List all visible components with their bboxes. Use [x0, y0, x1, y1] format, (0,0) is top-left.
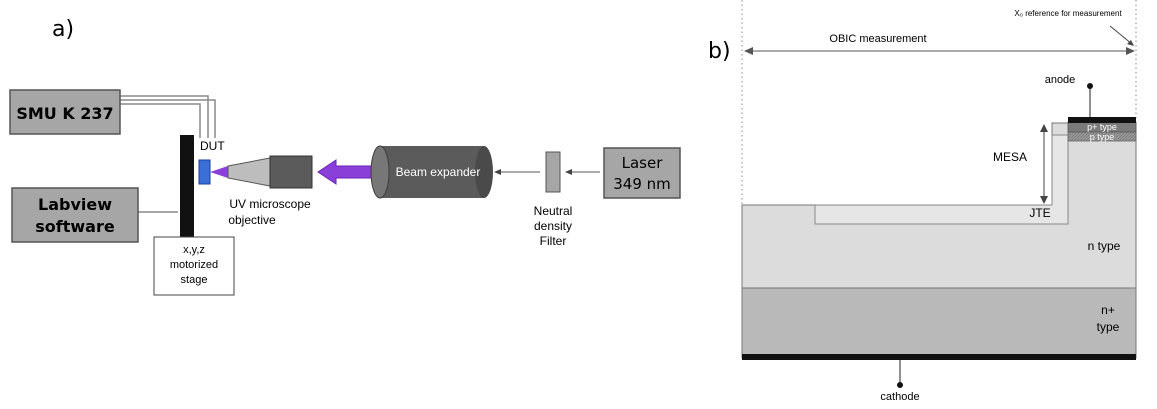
n-type-label: n type: [1088, 239, 1121, 253]
beam-expander: Beam expander: [370, 145, 493, 199]
cathode-contact: [742, 354, 1136, 360]
microscope-objective: UV microscope objective: [227, 155, 313, 227]
dut-sample: [198, 159, 211, 185]
panel-b-label: b): [708, 39, 731, 64]
obic-label: OBIC measurement: [829, 33, 926, 45]
stage-label-2: motorized: [170, 259, 218, 271]
n-plus-label-2: type: [1097, 320, 1120, 334]
cathode-label: cathode: [880, 391, 919, 403]
n-plus-label-1: n+: [1101, 303, 1115, 317]
smu-wires: [120, 95, 216, 138]
panel-b: b) X₀ reference for measurement OBIC mea…: [708, 0, 1137, 403]
mesa-arrow-bottom: [1040, 196, 1048, 204]
jte-label: JTE: [1029, 206, 1050, 220]
anode-contact: [1068, 117, 1136, 123]
n-plus-layer: [741, 287, 1137, 359]
mesa-label: MESA: [993, 150, 1027, 164]
smu-label: SMU K 237: [16, 104, 113, 123]
laser-label-1: Laser: [622, 154, 664, 172]
stage-label-1: x,y,z: [183, 244, 205, 256]
filter-label-3: Filter: [540, 234, 567, 248]
laser-label-2: 349 nm: [613, 175, 671, 193]
objective-label-2: objective: [228, 213, 276, 227]
uv-beam-arrow: [317, 159, 373, 185]
stage-box: x,y,z motorized stage: [153, 236, 235, 296]
mesa-arrow-top: [1040, 124, 1048, 132]
labview-label-1: Labview: [38, 195, 112, 214]
stage-label-3: stage: [181, 274, 208, 286]
smu-box: SMU K 237: [9, 89, 121, 135]
x0-pointer-head: [1127, 40, 1134, 46]
objective-label-1: UV microscope: [229, 197, 311, 211]
laser-box: Laser 349 nm: [603, 147, 681, 199]
p-plus-label: p+ type: [1087, 122, 1117, 132]
dut-label: DUT: [200, 139, 225, 153]
anode-label: anode: [1045, 74, 1076, 86]
x0-pointer: [1109, 25, 1133, 45]
panel-a: a) SMU K 237 Labview software x,y,z moto…: [9, 17, 681, 296]
cathode-terminal: [897, 382, 903, 388]
panel-a-label: a): [52, 17, 74, 42]
anode-terminal: [1087, 83, 1093, 89]
nd-filter: Neutral density Filter: [534, 151, 573, 248]
labview-box: Labview software: [11, 187, 139, 243]
beam-expander-label: Beam expander: [396, 165, 481, 179]
uv-focus-beam: [210, 166, 228, 178]
filter-label-2: density: [534, 219, 572, 233]
filter-label-1: Neutral: [534, 204, 573, 218]
obic-arrow-right: [1126, 47, 1135, 55]
labview-label-2: software: [35, 217, 115, 236]
p-type-label: p type: [1090, 132, 1115, 142]
x0-reference-label: X₀ reference for measurement: [1014, 9, 1122, 18]
obic-arrow-left: [744, 47, 753, 55]
